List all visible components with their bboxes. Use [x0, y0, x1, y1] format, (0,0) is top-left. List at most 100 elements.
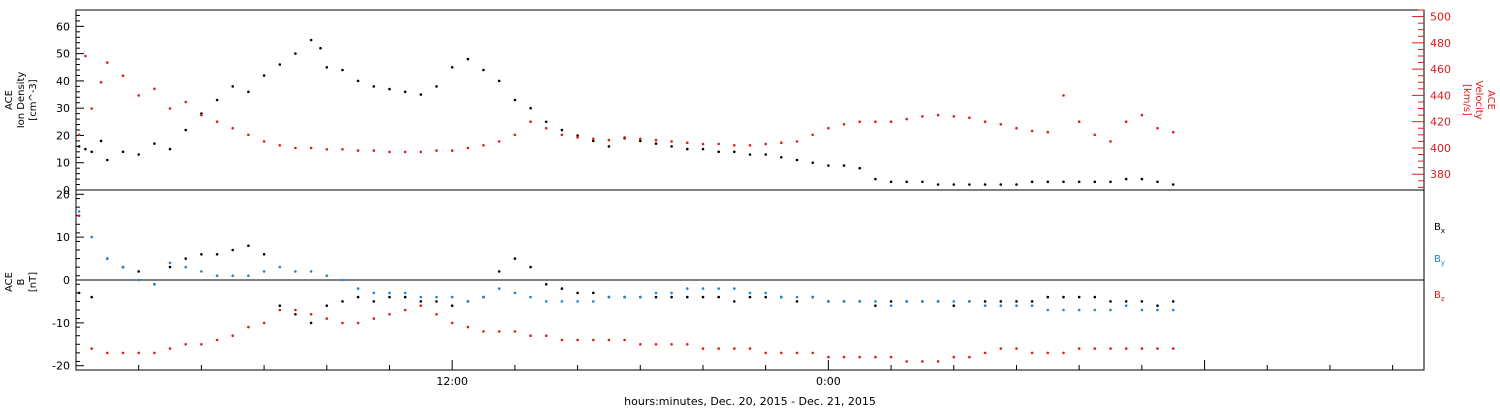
velocity-point: [84, 54, 87, 58]
top-right-ylabel: ACE Velocity [km/s]: [1461, 80, 1496, 119]
by-point: [403, 291, 407, 295]
bx-point: [1156, 304, 1159, 308]
bz-point: [983, 351, 987, 355]
bz-point: [1171, 347, 1175, 350]
density-point: [576, 134, 579, 137]
by-point: [686, 287, 689, 290]
bx-point: [1046, 295, 1050, 299]
left-tick-label: 0: [63, 184, 70, 197]
bz-point: [513, 330, 517, 333]
velocity-point: [889, 120, 893, 123]
velocity-point: [247, 133, 250, 137]
bx-point: [450, 304, 454, 308]
velocity-point: [1140, 113, 1144, 117]
density-point: [780, 156, 783, 159]
bz-point: [874, 355, 877, 359]
density-point: [435, 85, 438, 88]
velocity-point: [278, 144, 282, 147]
density-series: [77, 38, 1175, 186]
density-point: [99, 139, 103, 143]
bz-point: [262, 321, 266, 325]
top-plot-frame: [75, 9, 1425, 191]
velocity-point: [1062, 94, 1065, 97]
bz-point: [1124, 347, 1128, 350]
velocity-point: [388, 150, 391, 154]
bx-point: [137, 270, 140, 273]
bz-point: [294, 308, 297, 312]
bz-point: [999, 347, 1003, 350]
bx-point: [278, 304, 282, 308]
bz-point: [403, 308, 407, 312]
by-point: [77, 210, 81, 213]
bz-point: [1015, 347, 1018, 350]
velocity-point: [936, 113, 940, 117]
by-point: [889, 304, 893, 308]
bx-point: [983, 300, 987, 303]
bz-point: [544, 334, 548, 338]
bx-point: [1093, 295, 1097, 299]
b-left-tick-label: 0: [63, 274, 70, 287]
density-point: [325, 66, 329, 69]
by-point: [717, 287, 720, 290]
velocity-point: [717, 142, 720, 146]
bz-point: [748, 347, 752, 350]
bx-point: [952, 304, 956, 308]
right-ylabel-line-2: Velocity: [1473, 80, 1484, 119]
density-point: [748, 153, 752, 156]
velocity-point: [905, 117, 908, 121]
velocity-point: [576, 136, 579, 139]
by-point: [1140, 308, 1144, 312]
density-point: [184, 128, 187, 132]
bx-point: [215, 253, 219, 256]
bx-point: [168, 265, 172, 269]
bx-point: [356, 295, 360, 299]
by-point: [466, 300, 470, 303]
velocity-point: [403, 150, 407, 154]
velocity-point: [99, 81, 103, 84]
bz-point: [1046, 351, 1050, 355]
bx-point: [200, 253, 203, 256]
bz-point: [576, 338, 579, 342]
by-point: [278, 265, 282, 269]
velocity-point: [200, 113, 203, 117]
velocity-point: [639, 137, 642, 141]
velocity-point: [482, 144, 485, 147]
velocity-point: [294, 146, 297, 150]
velocity-point: [686, 141, 689, 144]
density-point: [1093, 180, 1097, 184]
by-point: [952, 300, 956, 303]
velocity-point: [184, 100, 187, 104]
by-point: [1109, 308, 1112, 312]
velocity-point: [764, 142, 767, 146]
bz-point: [482, 330, 485, 333]
bz-point: [1156, 347, 1159, 350]
density-point: [952, 183, 956, 186]
velocity-point: [106, 61, 109, 64]
by-point: [921, 300, 924, 303]
density-point: [560, 128, 564, 132]
bx-point: [325, 304, 329, 308]
velocity-point: [90, 107, 93, 110]
bx-point: [748, 295, 752, 299]
bz-point: [153, 351, 156, 355]
by-point: [513, 291, 517, 295]
by-point: [968, 300, 971, 303]
velocity-point: [670, 140, 673, 143]
bx-point: [90, 295, 93, 299]
bz-point: [529, 334, 532, 338]
bz-point: [388, 313, 391, 316]
velocity-point: [748, 144, 752, 147]
density-point: [921, 180, 924, 184]
top-right-axis: 380 400 420 440 460 480 500: [1412, 9, 1451, 188]
by-point: [153, 283, 156, 286]
density-point: [889, 180, 893, 184]
bz-point: [670, 343, 673, 346]
by-point: [497, 287, 501, 290]
bx-point: [388, 295, 391, 299]
velocity-point: [215, 120, 219, 123]
velocity-point: [262, 140, 266, 143]
density-point: [513, 98, 517, 102]
velocity-point: [450, 149, 454, 152]
density-point: [1140, 177, 1144, 181]
by-point: [748, 291, 752, 295]
